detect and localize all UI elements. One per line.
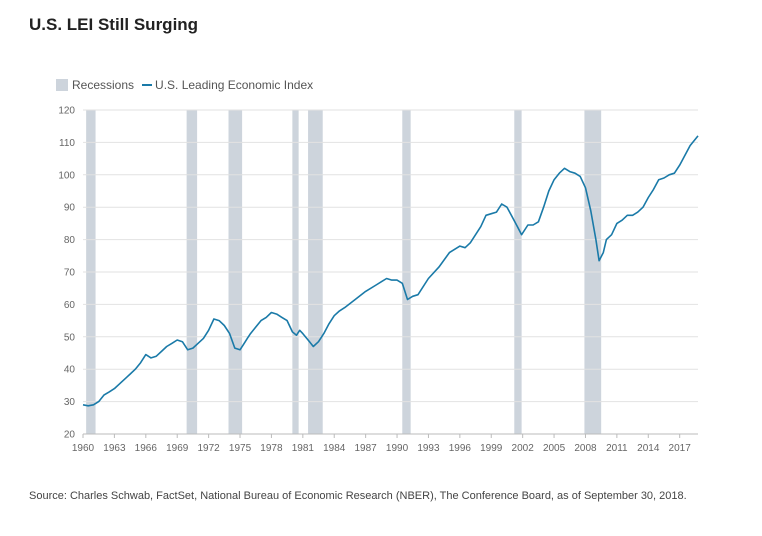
y-tick-label-110: 110 [59,138,75,149]
legend-label-lei: U.S. Leading Economic Index [155,78,314,92]
x-tick-label-1969: 1969 [166,443,189,454]
x-tick-label-2014: 2014 [637,443,660,454]
y-tick-label-40: 40 [64,365,76,376]
y-axis: 20 30 40 50 60 70 80 90 100 110 120 [58,106,75,441]
x-tick-label-1996: 1996 [449,443,472,454]
x-tick-label-2017: 2017 [669,443,692,454]
x-tick-label-1993: 1993 [417,443,440,454]
y-tick-label-120: 120 [58,106,75,117]
x-tick-label-1972: 1972 [197,443,220,454]
lei-line [82,135,699,407]
legend-item-recessions: Recessions [56,78,134,92]
x-tick-label-1987: 1987 [355,443,378,454]
series-lei [82,135,699,407]
x-tick-label-2008: 2008 [574,443,597,454]
x-tick-label-1990: 1990 [386,443,409,454]
legend: Recessions U.S. Leading Economic Index [56,77,321,93]
source-note: Source: Charles Schwab, FactSet, Nationa… [29,490,687,502]
x-tick-label-2002: 2002 [512,443,535,454]
x-tick-label-1981: 1981 [292,443,315,454]
gridlines [83,109,698,435]
y-tick-label-100: 100 [58,170,75,181]
y-tick-label-60: 60 [64,300,76,311]
legend-swatch-recessions [56,79,68,91]
x-tick-label-1975: 1975 [229,443,252,454]
x-tick-label-1960: 1960 [72,443,95,454]
y-tick-label-70: 70 [64,268,76,279]
y-tick-label-20: 20 [64,430,76,441]
legend-swatch-lei [142,84,153,86]
x-tick-label-1963: 1963 [103,443,126,454]
legend-item-lei: U.S. Leading Economic Index [142,78,313,92]
x-tick-label-1984: 1984 [323,443,346,454]
x-tick-label-2005: 2005 [543,443,566,454]
y-tick-label-50: 50 [64,332,76,343]
chart-title: U.S. LEI Still Surging [29,15,199,34]
x-tick-label-2011: 2011 [606,443,628,454]
y-tick-label-90: 90 [64,203,76,214]
x-tick-label-1978: 1978 [260,443,283,454]
legend-label-recessions: Recessions [72,78,135,92]
x-axis: 1960 1963 1966 1969 1972 1975 1978 1981 1984 1987… [72,434,691,454]
y-tick-label-30: 30 [64,397,76,408]
x-tick-label-1999: 1999 [480,443,503,454]
y-tick-label-80: 80 [64,235,76,246]
x-tick-label-1966: 1966 [135,443,158,454]
